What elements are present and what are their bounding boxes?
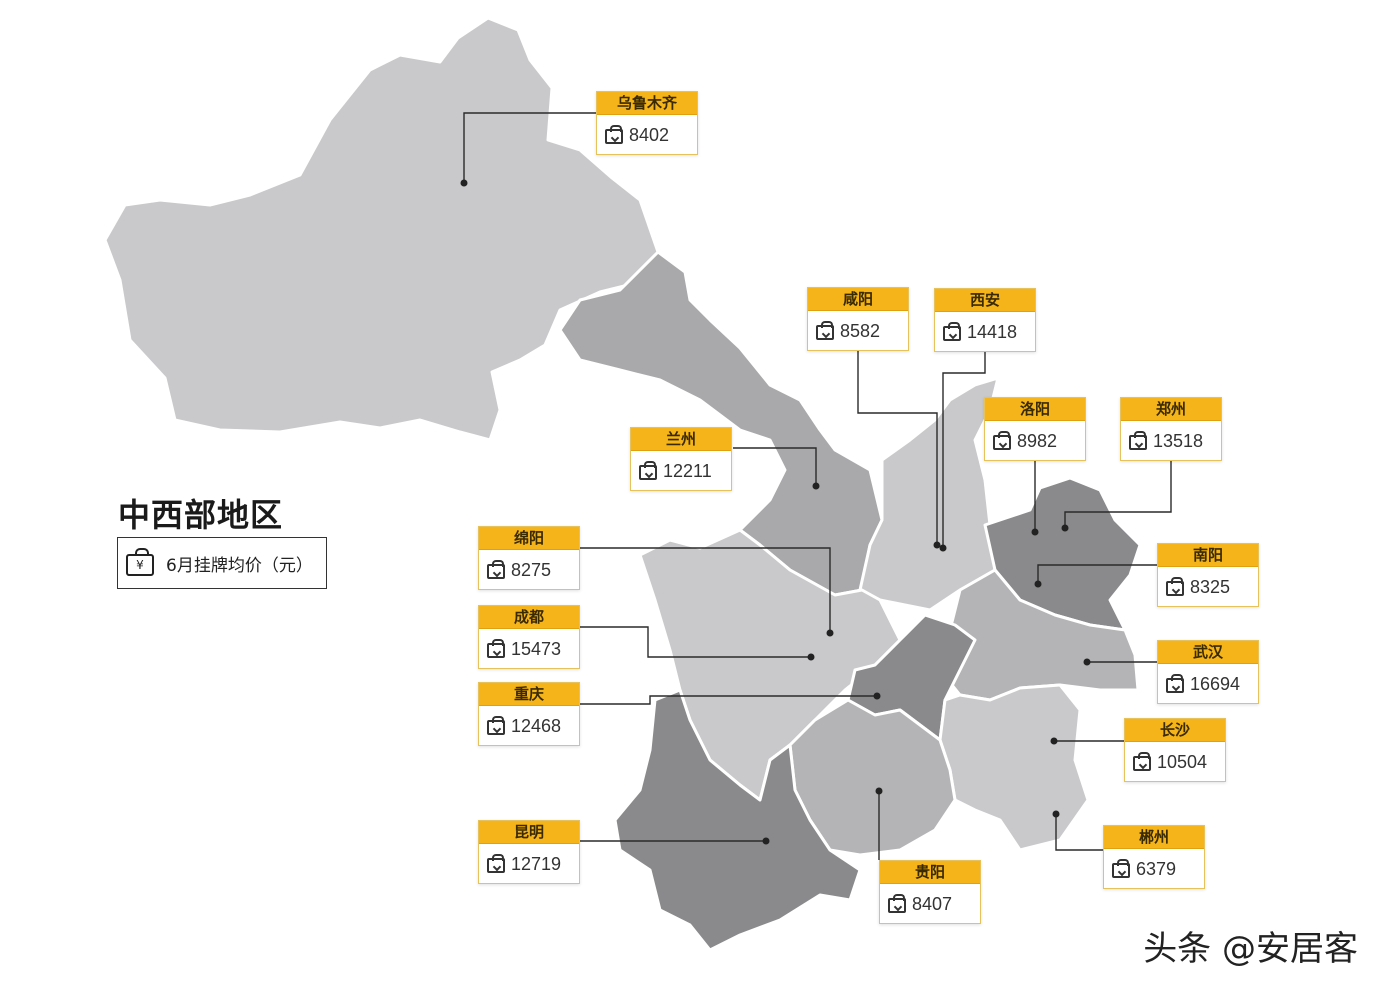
- city-dot-luoyang: [1031, 528, 1039, 536]
- city-label-guiyang: 贵阳 8407: [879, 860, 981, 924]
- city-name: 成都: [479, 606, 579, 629]
- city-label-zhengzhou: 郑州 13518: [1120, 397, 1222, 461]
- price-tag-icon: [487, 560, 505, 579]
- price-tag-icon: [1166, 577, 1184, 596]
- city-label-xian: 西安 14418: [934, 288, 1036, 352]
- city-name: 洛阳: [985, 398, 1085, 421]
- city-price: 8582: [840, 320, 881, 341]
- price-tag-icon: [993, 431, 1011, 450]
- city-label-wuhan: 武汉 16694: [1157, 640, 1259, 704]
- city-dot-xianyang: [933, 541, 941, 549]
- city-price: 8402: [629, 124, 670, 145]
- city-price: 10504: [1157, 751, 1208, 772]
- city-price: 15473: [511, 638, 562, 659]
- region-shaanxi: [858, 376, 1000, 612]
- price-tag-icon: [943, 322, 961, 341]
- map-title: 中西部地区: [118, 496, 284, 534]
- price-tag-icon: [1133, 752, 1151, 771]
- city-price: 6379: [1136, 858, 1177, 879]
- city-price: 13518: [1153, 430, 1204, 451]
- city-name: 长沙: [1125, 719, 1225, 742]
- city-price: 8325: [1190, 576, 1231, 597]
- city-dot-zhengzhou: [1061, 524, 1069, 532]
- city-label-changsha: 长沙 10504: [1124, 718, 1226, 782]
- currency-symbol: ¥: [136, 558, 144, 572]
- city-dot-wuhan: [1083, 658, 1091, 666]
- city-price: 12211: [663, 460, 712, 481]
- city-price: 16694: [1190, 673, 1241, 694]
- city-name: 郑州: [1121, 398, 1221, 421]
- city-name: 咸阳: [808, 288, 908, 311]
- city-dot-nanyang: [1034, 580, 1042, 588]
- price-tag-icon: [487, 854, 505, 873]
- city-label-xianyang: 咸阳 8582: [807, 287, 909, 351]
- price-tag-icon: [605, 125, 623, 144]
- city-label-mianyang: 绵阳 8275: [478, 526, 580, 590]
- city-dot-mianyang: [826, 629, 834, 637]
- city-dot-lanzhou: [812, 482, 820, 490]
- city-dot-kunming: [762, 837, 770, 845]
- city-label-chongqing: 重庆 12468: [478, 682, 580, 746]
- city-name: 乌鲁木齐: [597, 92, 697, 115]
- city-price: 8982: [1017, 430, 1058, 451]
- city-dot-changsha: [1050, 737, 1058, 745]
- city-name: 兰州: [631, 428, 731, 451]
- city-name: 郴州: [1104, 826, 1204, 849]
- city-price: 12719: [511, 853, 562, 874]
- city-price: 8275: [511, 559, 552, 580]
- price-tag-icon: [639, 461, 657, 480]
- price-tag-icon: ¥: [126, 548, 154, 576]
- price-tag-icon: [1166, 674, 1184, 693]
- price-tag-icon: [1112, 859, 1130, 878]
- city-name: 南阳: [1158, 544, 1258, 567]
- city-name: 西安: [935, 289, 1035, 312]
- price-tag-icon: [1129, 431, 1147, 450]
- city-name: 昆明: [479, 821, 579, 844]
- city-dot-guiyang: [875, 787, 883, 795]
- city-price: 8407: [912, 893, 953, 914]
- city-name: 贵阳: [880, 861, 980, 884]
- city-label-urumqi: 乌鲁木齐 8402: [596, 91, 698, 155]
- region-hunan: [938, 683, 1090, 852]
- price-tag-icon: [816, 321, 834, 340]
- watermark: 头条 @安居客: [1143, 929, 1358, 969]
- city-label-lanzhou: 兰州 12211: [630, 427, 732, 491]
- city-price: 14418: [967, 321, 1018, 342]
- city-label-chengdu: 成都 15473: [478, 605, 580, 669]
- city-dot-xian: [939, 544, 947, 552]
- city-label-luoyang: 洛阳 8982: [984, 397, 1086, 461]
- city-label-nanyang: 南阳 8325: [1157, 543, 1259, 607]
- city-name: 重庆: [479, 683, 579, 706]
- region-xinjiang: [103, 16, 660, 442]
- price-tag-icon: [888, 894, 906, 913]
- city-dot-chenzhou: [1052, 810, 1060, 818]
- price-tag-icon: [487, 639, 505, 658]
- city-label-kunming: 昆明 12719: [478, 820, 580, 884]
- legend-label: 6月挂牌均价（元）: [166, 555, 313, 576]
- city-dot-chengdu: [807, 653, 815, 661]
- city-label-chenzhou: 郴州 6379: [1103, 825, 1205, 889]
- city-name: 武汉: [1158, 641, 1258, 664]
- city-dot-urumqi: [460, 179, 468, 187]
- city-name: 绵阳: [479, 527, 579, 550]
- region-yunnan: [613, 688, 862, 952]
- price-tag-icon: [487, 716, 505, 735]
- city-price: 12468: [511, 715, 562, 736]
- legend: ¥ 6月挂牌均价（元）: [117, 537, 327, 589]
- city-dot-chongqing: [873, 692, 881, 700]
